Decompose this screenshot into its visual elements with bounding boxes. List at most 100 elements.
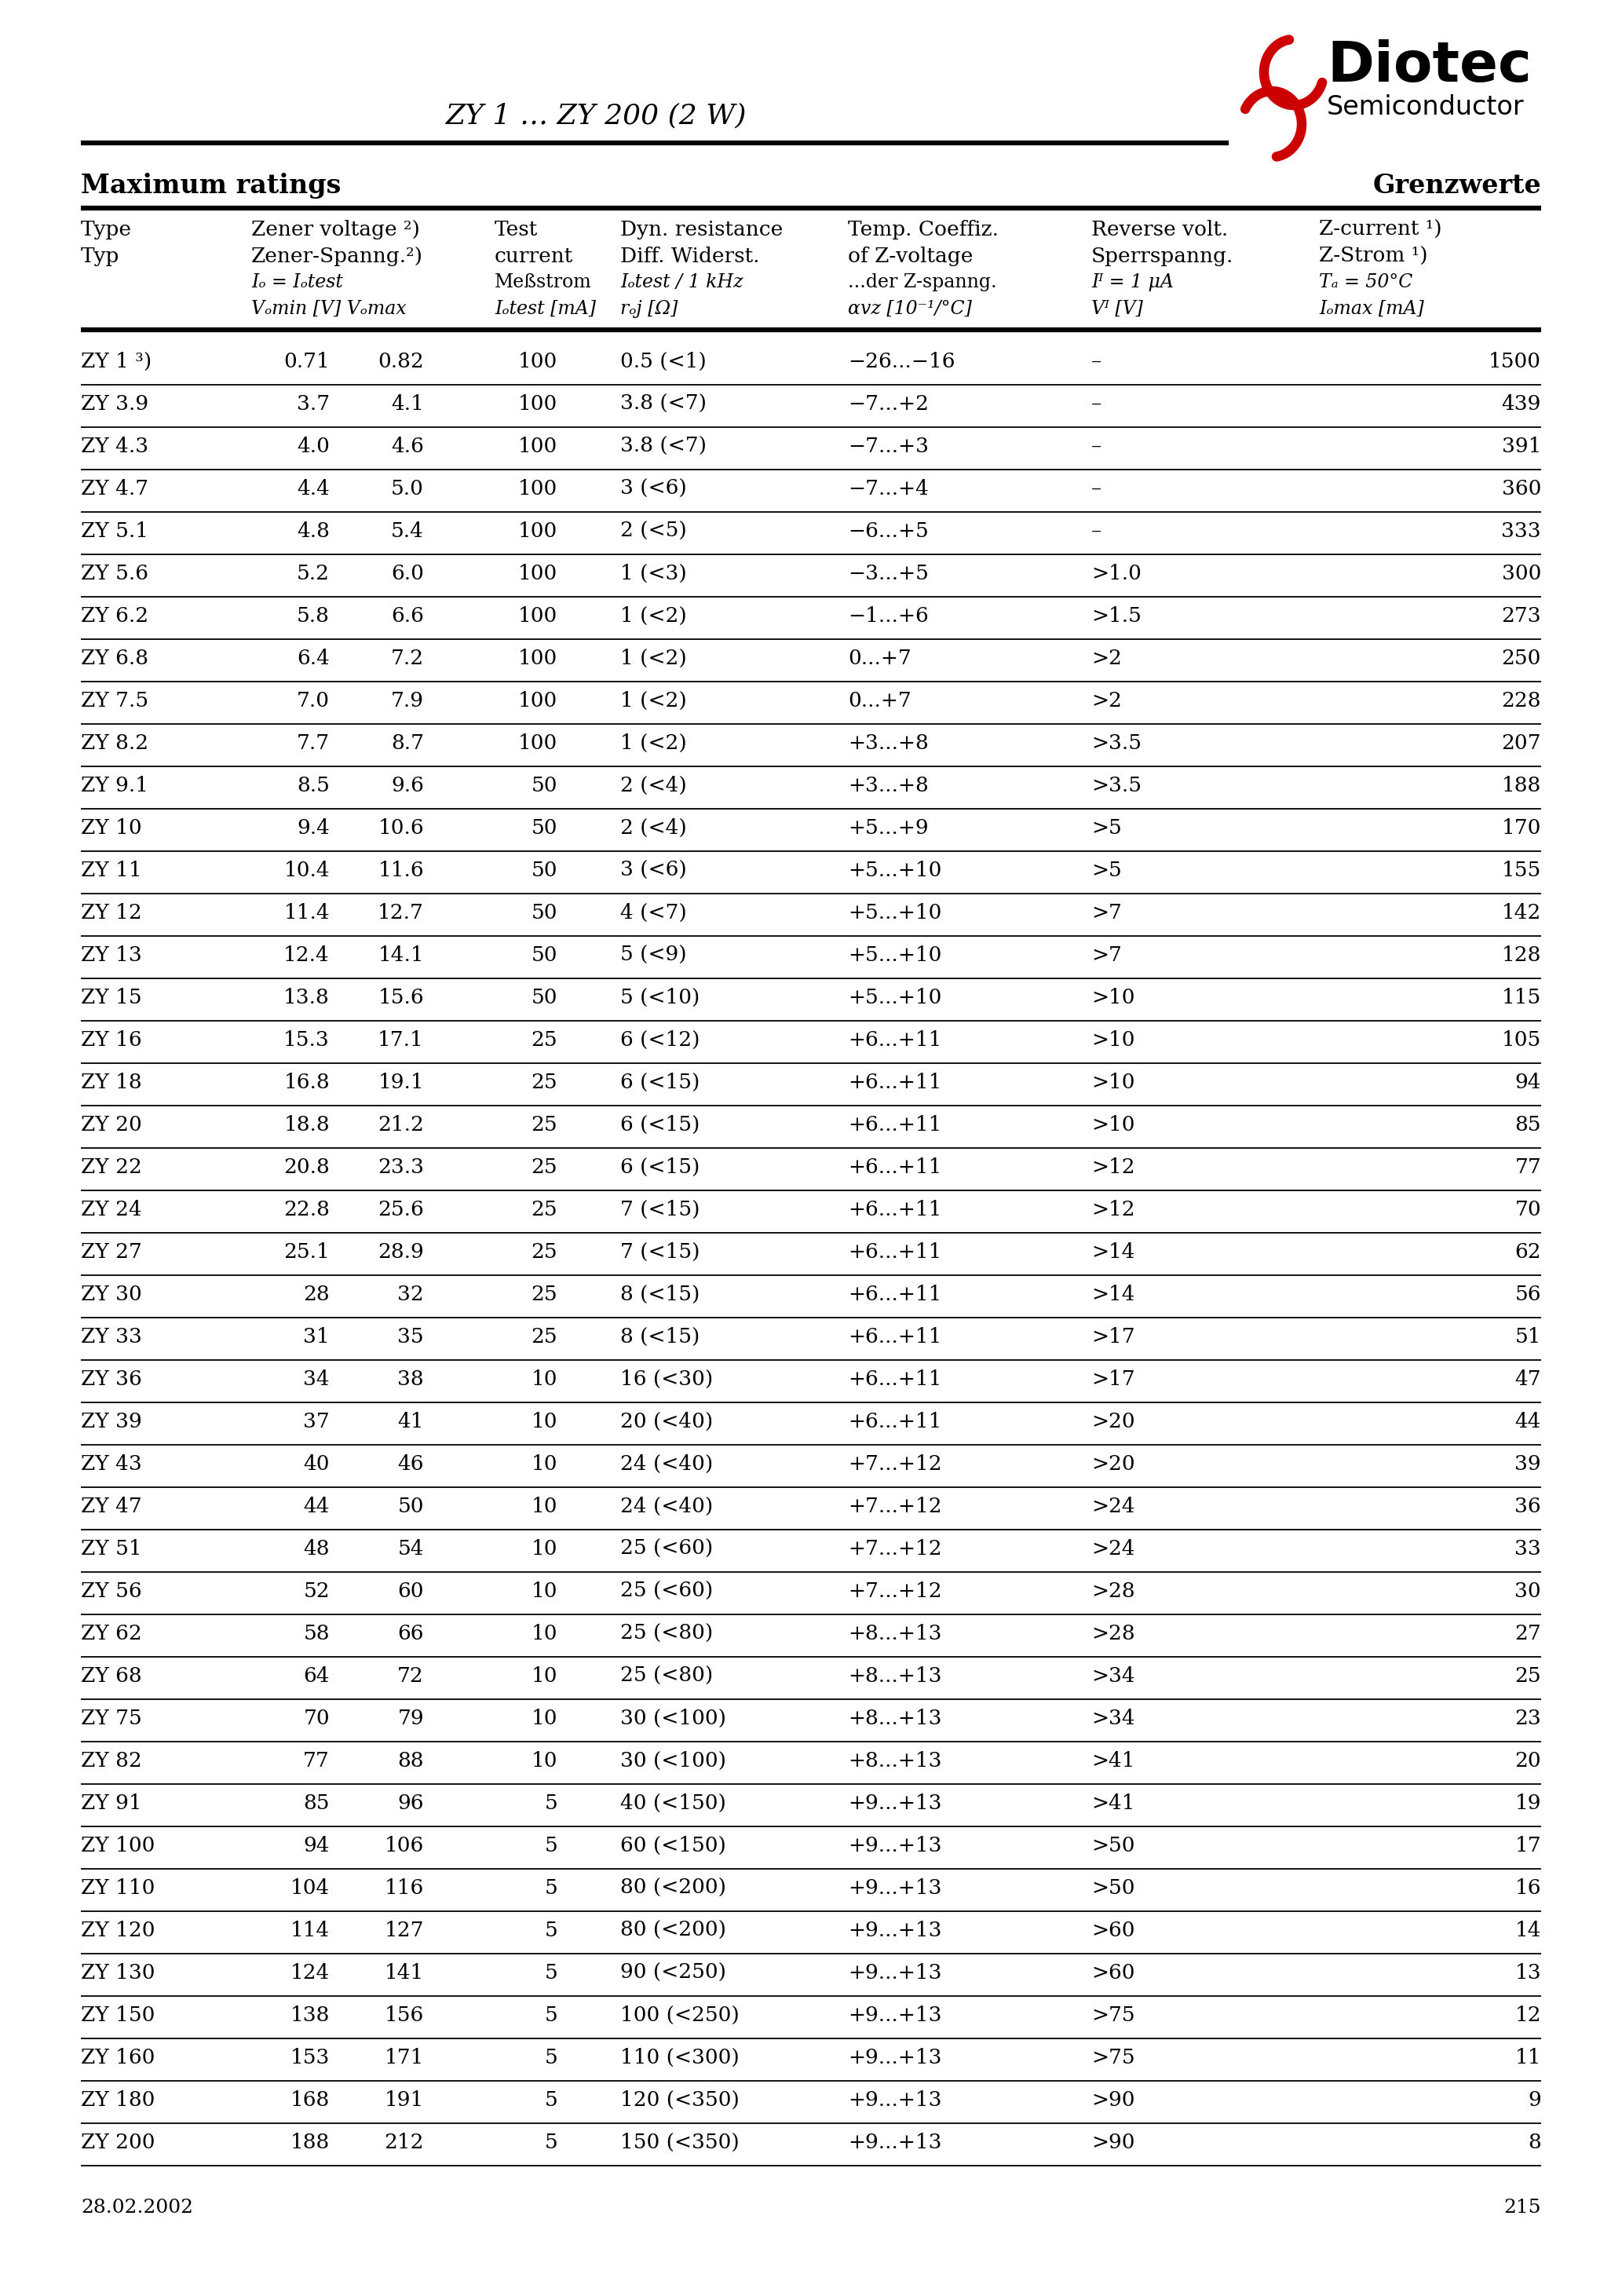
Text: 250: 250 bbox=[1502, 647, 1541, 668]
Text: 11.6: 11.6 bbox=[378, 861, 423, 879]
Text: –: – bbox=[1092, 480, 1101, 498]
Text: >10: >10 bbox=[1092, 1116, 1135, 1134]
Text: −3...+5: −3...+5 bbox=[848, 565, 929, 583]
Text: +7...+12: +7...+12 bbox=[848, 1582, 942, 1600]
Text: –: – bbox=[1092, 395, 1101, 413]
Text: Zener-Spanng.²): Zener-Spanng.²) bbox=[251, 246, 423, 266]
Text: 19.1: 19.1 bbox=[378, 1072, 423, 1093]
Text: +9...+13: +9...+13 bbox=[848, 1922, 942, 1940]
Text: +7...+12: +7...+12 bbox=[848, 1538, 942, 1559]
Text: +6...+11: +6...+11 bbox=[848, 1116, 942, 1134]
Text: +9...+13: +9...+13 bbox=[848, 2089, 942, 2110]
Text: 7.2: 7.2 bbox=[391, 647, 423, 668]
Text: 142: 142 bbox=[1502, 902, 1541, 923]
Text: 12: 12 bbox=[1515, 2004, 1541, 2025]
Text: Tₐ = 50°C: Tₐ = 50°C bbox=[1319, 273, 1413, 292]
Text: ...der Z-spanng.: ...der Z-spanng. bbox=[848, 273, 998, 292]
Text: 0.5 (<1): 0.5 (<1) bbox=[620, 351, 707, 372]
Text: 212: 212 bbox=[384, 2133, 423, 2151]
Text: 120 (<350): 120 (<350) bbox=[620, 2089, 740, 2110]
Text: +6...+11: +6...+11 bbox=[848, 1368, 942, 1389]
Text: 50: 50 bbox=[530, 776, 558, 794]
Text: +5...+9: +5...+9 bbox=[848, 817, 928, 838]
Text: Iₒtest / 1 kHz: Iₒtest / 1 kHz bbox=[620, 273, 743, 292]
Text: 64: 64 bbox=[303, 1667, 329, 1685]
Text: 1500: 1500 bbox=[1489, 351, 1541, 372]
Text: 9.4: 9.4 bbox=[297, 817, 329, 838]
Text: ZY 1 … ZY 200 (2 W): ZY 1 … ZY 200 (2 W) bbox=[446, 101, 748, 129]
Text: 70: 70 bbox=[303, 1708, 329, 1729]
Text: ZY 33: ZY 33 bbox=[81, 1327, 143, 1348]
Text: Sperrspanng.: Sperrspanng. bbox=[1092, 246, 1234, 266]
Text: 46: 46 bbox=[397, 1453, 423, 1474]
Text: 50: 50 bbox=[530, 817, 558, 838]
Text: 10: 10 bbox=[530, 1752, 558, 1770]
Text: 104: 104 bbox=[290, 1878, 329, 1899]
Text: 10: 10 bbox=[530, 1623, 558, 1644]
Text: 300: 300 bbox=[1502, 565, 1541, 583]
Text: ZY 20: ZY 20 bbox=[81, 1116, 141, 1134]
Text: 6.6: 6.6 bbox=[391, 606, 423, 627]
Text: 7 (<15): 7 (<15) bbox=[620, 1242, 701, 1263]
Text: 114: 114 bbox=[290, 1922, 329, 1940]
Text: 38: 38 bbox=[397, 1368, 423, 1389]
Text: 215: 215 bbox=[1504, 2200, 1541, 2216]
Text: 5.2: 5.2 bbox=[297, 565, 329, 583]
Text: 17.1: 17.1 bbox=[378, 1031, 423, 1049]
Text: +3...+8: +3...+8 bbox=[848, 776, 928, 794]
Text: 24 (<40): 24 (<40) bbox=[620, 1453, 714, 1474]
Text: ZY 39: ZY 39 bbox=[81, 1412, 141, 1430]
Text: 15.6: 15.6 bbox=[378, 987, 423, 1008]
Text: 25 (<80): 25 (<80) bbox=[620, 1623, 714, 1644]
Text: ZY 15: ZY 15 bbox=[81, 987, 141, 1008]
Text: ZY 130: ZY 130 bbox=[81, 1963, 156, 1984]
Text: Dyn. resistance: Dyn. resistance bbox=[620, 220, 783, 239]
Text: –: – bbox=[1092, 521, 1101, 542]
Text: 100: 100 bbox=[517, 691, 558, 712]
Text: >34: >34 bbox=[1092, 1708, 1135, 1729]
Text: 100: 100 bbox=[517, 565, 558, 583]
Text: 47: 47 bbox=[1515, 1368, 1541, 1389]
Text: ZY 82: ZY 82 bbox=[81, 1752, 141, 1770]
Text: 191: 191 bbox=[384, 2089, 423, 2110]
Text: 1 (<3): 1 (<3) bbox=[620, 565, 686, 583]
Text: –: – bbox=[1092, 351, 1101, 372]
Text: –: – bbox=[1092, 436, 1101, 457]
Text: >60: >60 bbox=[1092, 1963, 1135, 1984]
Text: 9.6: 9.6 bbox=[391, 776, 423, 794]
Text: +9...+13: +9...+13 bbox=[848, 1878, 942, 1899]
Text: >12: >12 bbox=[1092, 1201, 1135, 1219]
Text: +8...+13: +8...+13 bbox=[848, 1623, 942, 1644]
Text: 10.4: 10.4 bbox=[284, 861, 329, 879]
Text: 25: 25 bbox=[530, 1201, 558, 1219]
Text: 20 (<40): 20 (<40) bbox=[620, 1412, 714, 1430]
Text: +5...+10: +5...+10 bbox=[848, 902, 942, 923]
Text: +5...+10: +5...+10 bbox=[848, 861, 942, 879]
Text: 85: 85 bbox=[303, 1793, 329, 1814]
Text: 16 (<30): 16 (<30) bbox=[620, 1368, 714, 1389]
Text: 17: 17 bbox=[1515, 1837, 1541, 1855]
Text: ZY 7.5: ZY 7.5 bbox=[81, 691, 149, 712]
Text: ZY 6.8: ZY 6.8 bbox=[81, 647, 148, 668]
Text: 6 (<15): 6 (<15) bbox=[620, 1116, 699, 1134]
Text: 115: 115 bbox=[1502, 987, 1541, 1008]
Text: ZY 5.1: ZY 5.1 bbox=[81, 521, 148, 542]
Text: ZY 13: ZY 13 bbox=[81, 946, 141, 964]
Text: 10.6: 10.6 bbox=[378, 817, 423, 838]
Text: >5: >5 bbox=[1092, 861, 1122, 879]
Text: >75: >75 bbox=[1092, 2004, 1135, 2025]
Text: Iₒ = Iₒtest: Iₒ = Iₒtest bbox=[251, 273, 342, 292]
Text: +3...+8: +3...+8 bbox=[848, 732, 928, 753]
Text: 8 (<15): 8 (<15) bbox=[620, 1286, 699, 1304]
Text: >41: >41 bbox=[1092, 1793, 1135, 1814]
Text: 5: 5 bbox=[545, 1878, 558, 1899]
Text: 7.0: 7.0 bbox=[297, 691, 329, 712]
Text: 2 (<4): 2 (<4) bbox=[620, 817, 686, 838]
Text: 1 (<2): 1 (<2) bbox=[620, 606, 686, 627]
Text: 79: 79 bbox=[397, 1708, 423, 1729]
Text: 90 (<250): 90 (<250) bbox=[620, 1963, 727, 1984]
Text: 44: 44 bbox=[303, 1497, 329, 1515]
Text: 10: 10 bbox=[530, 1453, 558, 1474]
Text: 360: 360 bbox=[1502, 480, 1541, 498]
Text: 10: 10 bbox=[530, 1368, 558, 1389]
